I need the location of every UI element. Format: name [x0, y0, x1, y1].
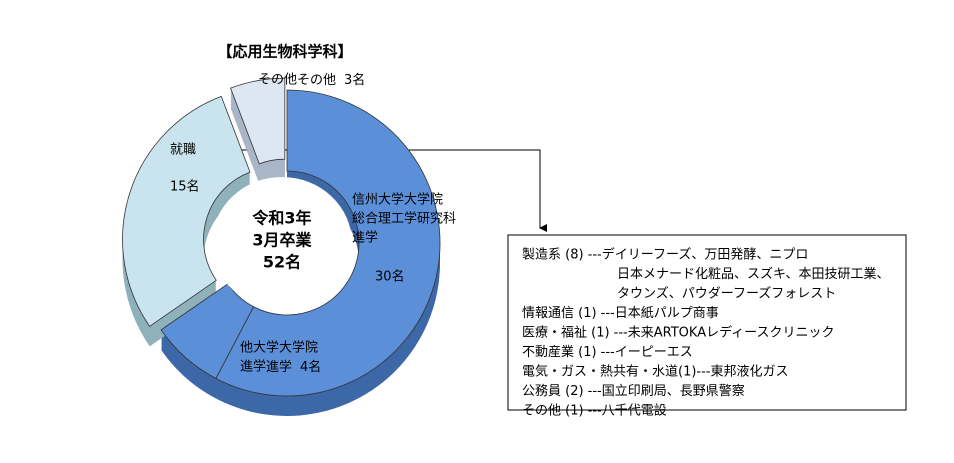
wedge — [230, 77, 286, 165]
category-label: 他大学大学院 — [240, 340, 318, 356]
category-label: 進学 — [266, 359, 292, 375]
detail-line: 医療・福祉 (1) ---未来ARTOKAレディースクリニック — [522, 325, 835, 341]
value-label: 15名 — [170, 179, 200, 195]
labels: 令和3年3月卒業52名信州大学大学院総合理工学研究科進学30名他大学大学院進学進… — [170, 72, 889, 419]
value-label: 30名 — [375, 269, 405, 285]
category-label: その他その他 3名 — [258, 72, 365, 88]
detail-line: 電気・ガス・熱共有・水道(1)---東邦液化ガス — [522, 364, 789, 380]
detail-line: 公務員 (2) ---国立印刷局、長野県警察 — [522, 383, 745, 399]
detail-line: 日本メナード化粧品、スズキ、本田技研工業、 — [617, 266, 889, 282]
wedge — [160, 283, 255, 380]
center-text: 52名 — [263, 253, 301, 272]
detail-line: 不動産業 (1) ---イーピーエス — [522, 344, 693, 360]
center-text: 3月卒業 — [252, 231, 312, 250]
value-label: 4名 — [300, 359, 321, 375]
detail-line: タウンズ、パウダーフーズフォレスト — [617, 286, 836, 302]
detail-line: 製造系 (8) ---デイリーフーズ、万田発酵、ニプロ — [522, 247, 808, 263]
center-text: 令和3年 — [251, 209, 311, 228]
value-label: 3名 — [344, 72, 365, 88]
category-label: 進学 — [352, 230, 378, 246]
detail-line: その他 (1) ---八千代電設 — [522, 403, 667, 419]
wedge — [215, 89, 441, 397]
category-label: その他 — [297, 73, 336, 88]
category-label: 就職 — [170, 143, 196, 158]
category-label: 総合理工学研究科 — [352, 211, 456, 227]
category-label: 進学進学 4名 — [240, 359, 321, 375]
chart-title: 【応用生物科学科】 — [217, 43, 352, 61]
donut-hole — [212, 177, 352, 309]
donut — [122, 77, 441, 416]
detail-box — [507, 234, 907, 411]
category-label: 信州大学大学院 — [352, 192, 443, 208]
detail-line: 情報通信 (1) ---日本紙パルプ商事 — [522, 306, 719, 321]
wedge — [122, 95, 251, 327]
